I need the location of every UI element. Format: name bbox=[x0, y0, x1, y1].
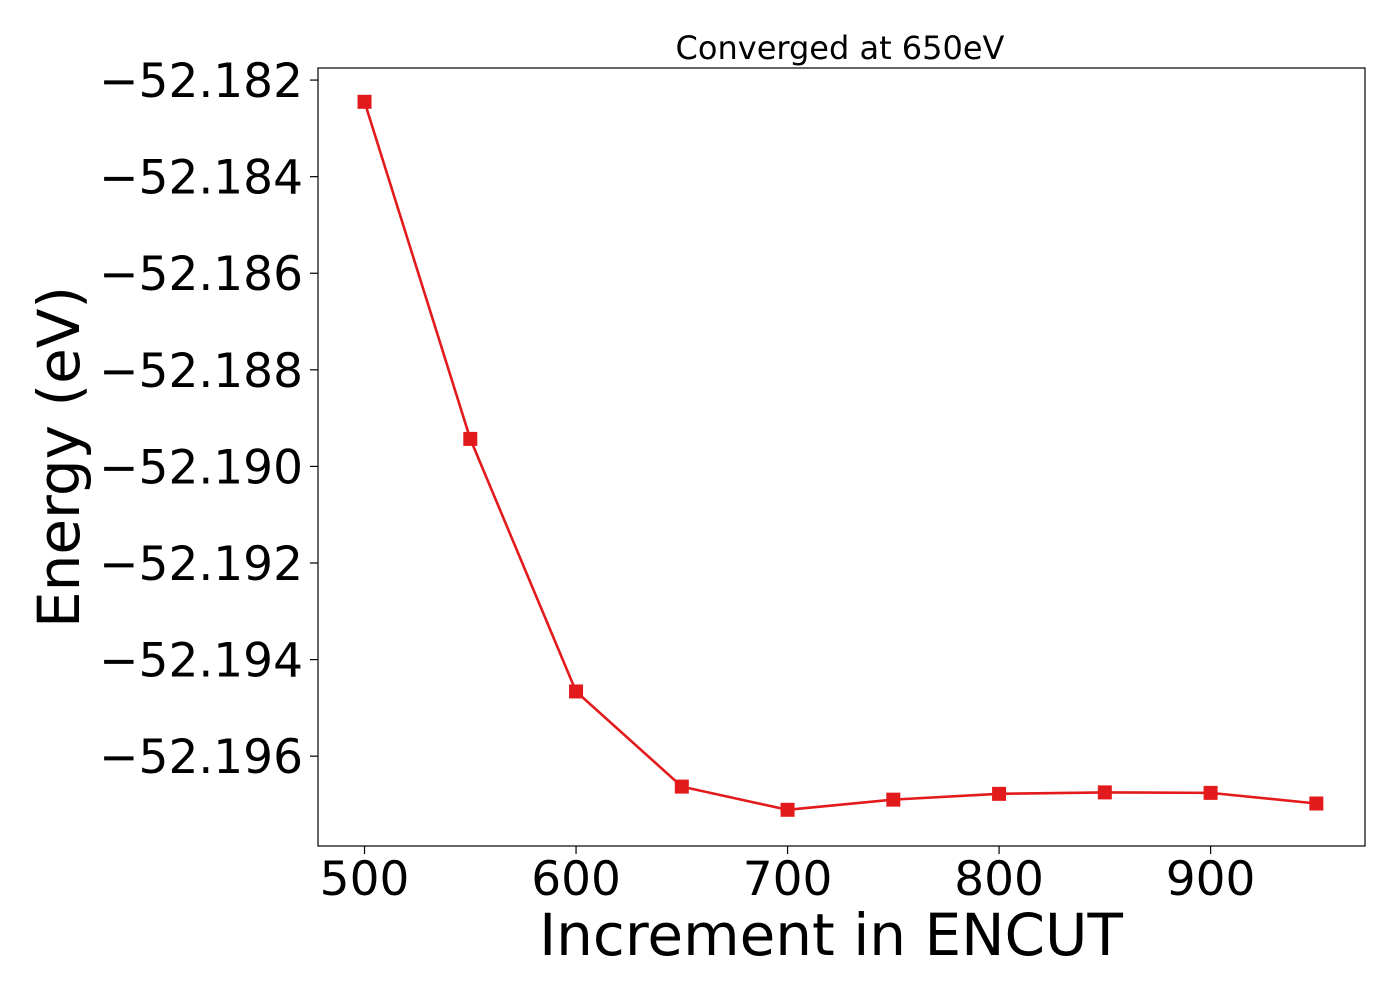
y-tick-label: −52.190 bbox=[99, 440, 303, 495]
data-point bbox=[1097, 785, 1112, 800]
data-point bbox=[1309, 796, 1324, 811]
y-tick-label: −52.182 bbox=[99, 54, 303, 109]
data-point bbox=[569, 684, 584, 699]
series-energy bbox=[357, 94, 1324, 817]
x-tick-label: 800 bbox=[954, 852, 1044, 907]
y-tick-label: −52.184 bbox=[99, 151, 303, 206]
data-point bbox=[674, 779, 689, 794]
plot-area-frame bbox=[317, 67, 1366, 847]
y-tick-label: −52.186 bbox=[99, 247, 303, 302]
y-tick-label: −52.192 bbox=[99, 537, 303, 592]
data-point bbox=[357, 94, 372, 109]
y-axis-ticks: −52.182 −52.184 −52.186 −52.188 −52.190 −52.1… bbox=[99, 54, 318, 785]
x-axis-ticks: 500 600 700 800 900 bbox=[320, 846, 1256, 907]
series-line bbox=[363, 101, 1317, 812]
x-tick-label: 500 bbox=[320, 852, 410, 907]
x-tick-label: 600 bbox=[531, 852, 621, 907]
data-point bbox=[463, 431, 478, 446]
data-point bbox=[886, 792, 901, 807]
y-axis-label: Energy (eV) bbox=[25, 286, 93, 628]
data-point bbox=[1203, 785, 1218, 800]
y-tick-label: −52.194 bbox=[99, 634, 303, 689]
chart-title: Converged at 650eV bbox=[676, 29, 1005, 67]
y-tick-label: −52.188 bbox=[99, 344, 303, 399]
x-axis-label: Increment in ENCUT bbox=[539, 901, 1123, 969]
data-point bbox=[992, 786, 1007, 801]
x-tick-label: 700 bbox=[743, 852, 833, 907]
data-point bbox=[780, 802, 795, 817]
y-tick-label: −52.196 bbox=[99, 730, 303, 785]
x-tick-label: 900 bbox=[1166, 852, 1256, 907]
